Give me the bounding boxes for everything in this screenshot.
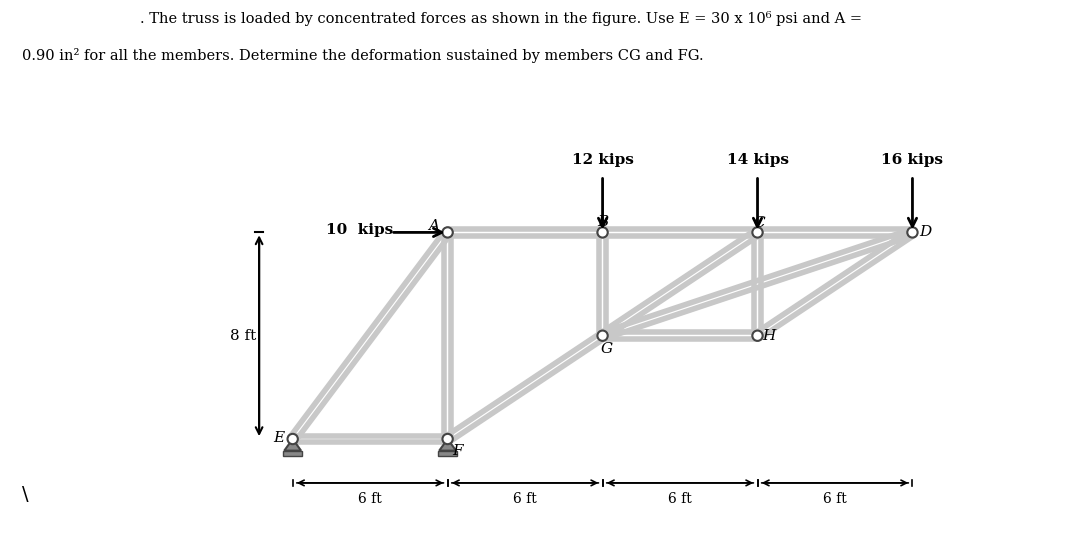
Polygon shape <box>284 439 301 451</box>
Text: 12 kips: 12 kips <box>571 153 634 167</box>
Text: 10  kips: 10 kips <box>326 223 393 237</box>
Circle shape <box>753 227 762 238</box>
Text: 6 ft: 6 ft <box>669 492 692 506</box>
Text: D: D <box>919 225 931 239</box>
Circle shape <box>443 434 453 444</box>
Text: C: C <box>753 216 765 230</box>
Circle shape <box>597 330 608 341</box>
Circle shape <box>443 227 453 238</box>
Text: B: B <box>597 215 608 229</box>
Text: 8 ft: 8 ft <box>230 329 257 343</box>
Text: 16 kips: 16 kips <box>881 153 944 167</box>
Text: \: \ <box>22 485 28 504</box>
Text: 6 ft: 6 ft <box>359 492 382 506</box>
Circle shape <box>907 227 918 238</box>
Text: H: H <box>762 329 775 343</box>
Polygon shape <box>440 439 456 451</box>
Circle shape <box>597 227 608 238</box>
Text: . The truss is loaded by concentrated forces as shown in the figure. Use E = 30 : . The truss is loaded by concentrated fo… <box>140 11 863 26</box>
Circle shape <box>287 434 298 444</box>
Text: 0.90 in² for all the members. Determine the deformation sustained by members CG : 0.90 in² for all the members. Determine … <box>22 48 703 63</box>
Text: E: E <box>273 431 284 445</box>
Text: 6 ft: 6 ft <box>513 492 537 506</box>
Text: A: A <box>428 219 438 233</box>
Bar <box>283 451 302 456</box>
Text: 14 kips: 14 kips <box>727 153 788 167</box>
Circle shape <box>753 330 762 341</box>
Text: F: F <box>453 444 463 458</box>
Text: G: G <box>600 342 612 356</box>
Bar <box>438 451 457 456</box>
Text: 6 ft: 6 ft <box>823 492 847 506</box>
